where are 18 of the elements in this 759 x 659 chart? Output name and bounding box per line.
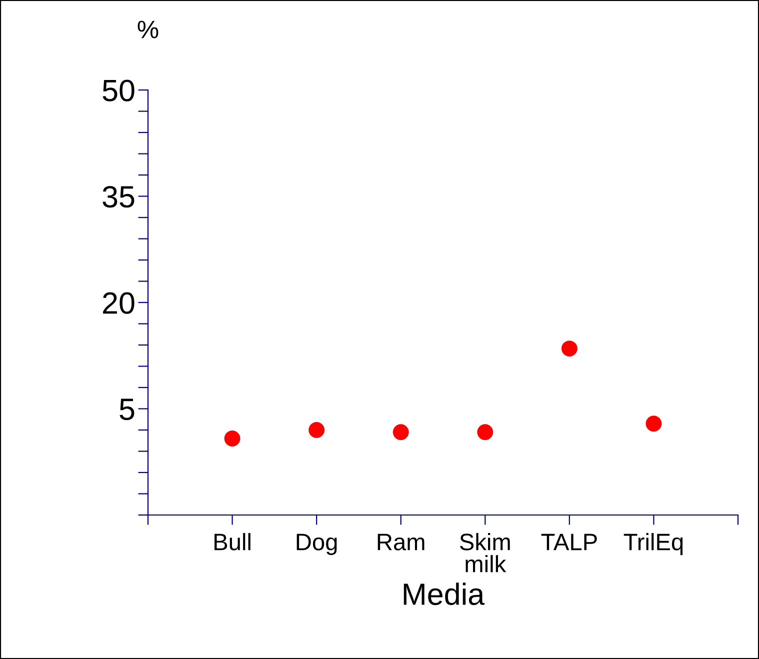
point	[646, 416, 662, 432]
y-tick-label: 50	[102, 80, 134, 102]
y-tick-label: 35	[102, 186, 134, 208]
y-tick-label: 20	[103, 292, 134, 314]
x-tick-label: Skim milk	[460, 533, 510, 572]
x-tick-label: TALP	[541, 534, 597, 550]
point	[308, 422, 325, 438]
point	[477, 424, 494, 440]
x-tick-label: Ram	[378, 534, 424, 550]
point	[224, 430, 240, 446]
point	[392, 424, 409, 440]
point	[561, 340, 578, 357]
y-axis-title: %	[138, 20, 158, 38]
x-axis-title: Media	[404, 582, 485, 606]
y-tick-label: 5	[120, 398, 134, 420]
x-tick-label: Dog	[296, 534, 337, 556]
x-tick-label: TrilEq	[624, 533, 683, 556]
x-tick-label: Bull	[214, 533, 250, 550]
